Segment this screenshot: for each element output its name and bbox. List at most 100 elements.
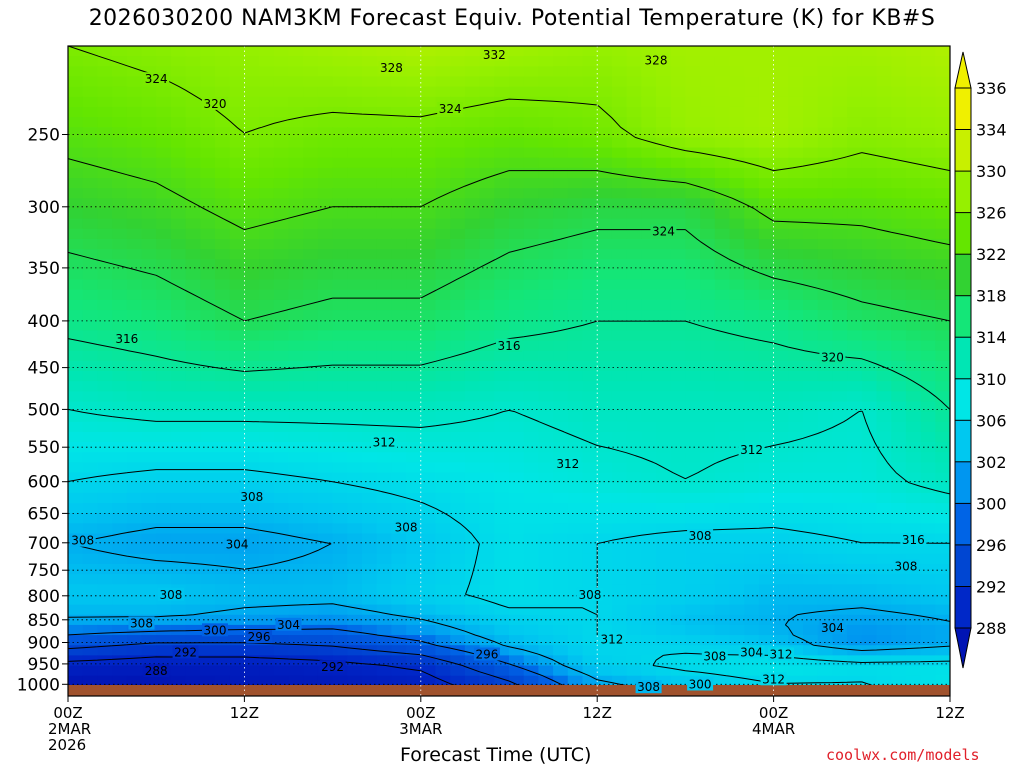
field-cell [935,76,950,88]
field-cell [391,553,407,565]
field-cell [803,208,819,220]
field-cell [82,594,98,606]
field-cell [450,157,466,169]
field-cell [656,86,672,98]
field-cell [229,76,245,88]
field-cell [538,503,554,514]
field-cell [656,289,672,301]
field-cell [553,513,569,524]
field-cell [376,350,392,362]
field-cell [700,513,716,524]
field-cell [288,635,304,646]
field-cell [156,66,172,78]
field-cell [185,157,201,169]
field-cell [523,340,539,352]
field-cell [317,411,334,423]
field-cell [141,66,157,78]
field-cell [126,310,143,321]
field-cell [156,401,172,413]
field-cell [494,299,510,311]
field-cell [788,381,804,392]
field-cell [494,56,510,67]
field-cell [685,56,701,67]
field-cell [141,563,157,575]
field-cell [509,421,525,433]
field-cell [112,127,128,139]
field-cell [420,238,437,250]
field-cell [744,665,760,677]
field-cell [641,604,657,616]
field-cell [126,604,143,616]
field-cell [347,178,363,189]
field-cell [611,269,628,281]
field-cell [744,330,760,342]
field-cell [714,411,731,423]
field-cell [97,492,113,504]
field-cell [494,492,510,504]
field-cell [847,198,863,210]
field-cell [68,523,84,535]
field-cell [317,259,334,271]
field-cell [215,543,231,555]
field-cell [450,289,466,301]
field-cell [391,299,407,311]
field-cell [170,675,187,687]
field-cell [494,66,510,78]
field-cell [744,675,760,687]
field-cell [538,411,554,423]
field-cell [641,594,657,606]
field-cell [215,167,231,179]
field-cell [126,563,143,575]
field-cell [97,482,113,494]
field-cell [244,563,260,575]
field-cell [112,574,128,585]
field-cell [479,574,495,585]
field-cell [656,675,672,687]
field-cell [464,675,481,687]
field-cell [509,431,525,443]
field-cell [847,208,863,220]
field-cell [656,147,672,159]
field-cell [553,553,569,565]
field-cell [82,167,98,179]
field-cell [935,178,950,189]
field-cell [112,442,128,453]
field-cell [714,604,731,616]
field-cell [156,563,172,575]
field-cell [126,401,143,413]
field-cell [847,157,863,169]
field-cell [420,675,437,687]
field-cell [376,421,392,433]
credit-link[interactable]: coolwx.com/models [826,746,980,764]
field-cell [288,178,304,189]
field-cell [670,127,686,139]
field-cell [523,137,539,149]
field-cell [685,249,701,260]
field-cell [464,472,481,484]
field-cell [744,431,760,443]
field-cell [200,523,216,535]
field-cell [876,371,892,382]
field-cell [406,238,422,250]
field-cell [479,665,495,677]
field-cell [729,188,745,199]
field-cell [876,249,892,260]
field-cell [376,238,392,250]
field-cell [97,635,113,646]
field-cell [97,462,113,474]
colorbar-label: 322 [976,245,1007,264]
field-cell [406,96,422,108]
field-cell [626,178,642,189]
field-cell [773,178,789,189]
field-cell [905,411,922,423]
field-cell [538,106,554,118]
field-cell [582,523,598,535]
field-cell [744,624,760,636]
field-cell [303,442,319,453]
field-cell [714,401,731,413]
field-cell [376,360,392,372]
field-cell [920,76,936,88]
field-cell [82,350,98,362]
field-cell [303,238,319,250]
field-cell [832,513,848,524]
